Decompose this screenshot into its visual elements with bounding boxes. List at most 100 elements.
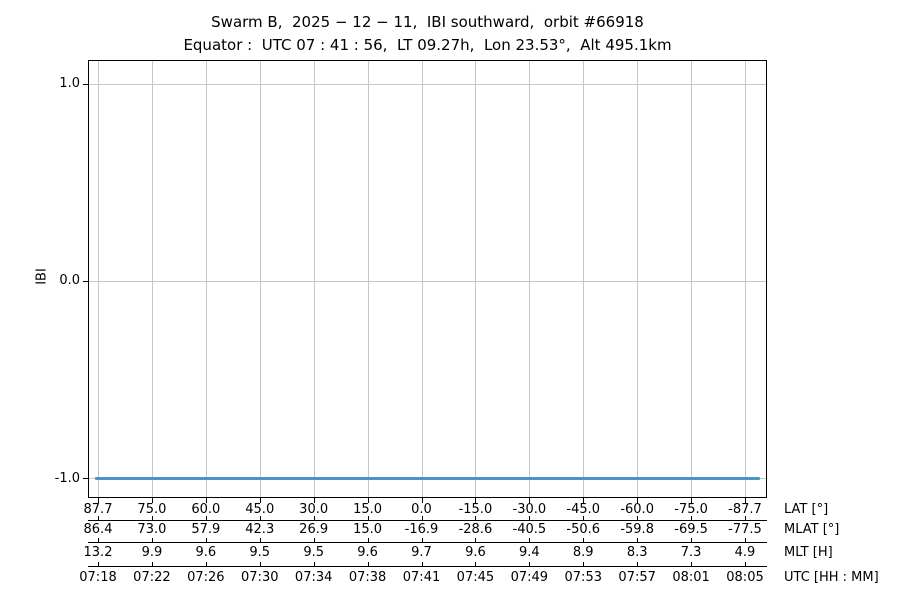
x-tick-label: 8.9	[572, 545, 594, 560]
x-tick-label: -50.6	[566, 521, 601, 537]
x-tick-label: 07:41	[402, 570, 441, 585]
x-tick-label: 07:49	[510, 570, 549, 585]
plot-area	[88, 60, 767, 498]
x-axis-tick-mark	[421, 515, 423, 520]
x-tick-mark	[205, 498, 207, 503]
x-axis-tick-mark	[98, 515, 99, 520]
x-tick-mark	[421, 498, 423, 503]
x-tick-label: 9.5	[249, 545, 271, 560]
x-axis-tick-mark	[583, 561, 585, 566]
x-axis-spine	[88, 565, 767, 567]
x-tick-label: 15.0	[353, 502, 383, 517]
vertical-gridline	[259, 61, 261, 497]
vertical-gridline	[529, 61, 531, 497]
vertical-gridline	[151, 61, 153, 497]
x-tick-label: -15.0	[458, 502, 493, 517]
x-axis-tick-mark	[205, 515, 207, 520]
x-tick-mark	[529, 498, 531, 503]
y-tick-label: -1.0	[54, 470, 80, 486]
x-tick-label: -16.9	[404, 521, 439, 537]
x-axis-tick-mark	[475, 515, 477, 520]
x-axis-tick-mark	[259, 561, 261, 566]
y-tick-mark	[83, 478, 88, 480]
chart-title: Swarm B, 2025 − 12 − 11, IBI southward, …	[211, 13, 644, 31]
x-tick-mark	[151, 498, 153, 503]
x-axis-title: MLT [H]	[784, 545, 833, 560]
vertical-gridline	[367, 61, 369, 497]
x-axis-tick-mark	[637, 561, 639, 566]
x-tick-label: -75.0	[674, 502, 708, 517]
x-tick-label: 60.0	[191, 502, 221, 517]
x-tick-label: 13.2	[83, 545, 113, 560]
x-axis-tick-mark	[205, 561, 207, 566]
vertical-gridline	[98, 61, 99, 497]
vertical-gridline	[637, 61, 639, 497]
x-tick-label: 9.9	[141, 545, 163, 560]
x-tick-label: 07:26	[187, 570, 225, 585]
x-axis-title: MLAT [°]	[784, 521, 840, 537]
x-tick-label: -40.5	[512, 521, 547, 537]
x-tick-label: 08:01	[672, 570, 710, 585]
x-tick-label: -28.6	[458, 521, 493, 537]
x-tick-label: 73.0	[137, 521, 167, 537]
x-tick-label: 9.6	[357, 545, 378, 560]
x-axis-tick-mark	[529, 515, 531, 520]
x-tick-label: 07:57	[618, 570, 656, 585]
x-axis-title: UTC [HH : MM]	[784, 570, 879, 585]
x-axis-tick-mark	[205, 538, 207, 542]
x-axis-tick-mark	[691, 515, 693, 520]
x-tick-label: 26.9	[299, 521, 329, 537]
x-axis-tick-mark	[691, 538, 693, 542]
x-tick-label: 7.3	[680, 545, 702, 560]
x-axis-tick-mark	[151, 515, 153, 520]
x-tick-label: 9.6	[195, 545, 217, 560]
x-tick-label: 08:05	[726, 570, 764, 585]
x-tick-label: -45.0	[566, 502, 601, 517]
vertical-gridline	[475, 61, 477, 497]
x-tick-mark	[367, 498, 369, 503]
x-axis-tick-mark	[259, 515, 261, 520]
horizontal-gridline	[89, 280, 766, 282]
x-tick-label: 30.0	[299, 502, 329, 517]
vertical-gridline	[745, 61, 746, 497]
x-tick-mark	[475, 498, 477, 503]
x-tick-label: 07:34	[294, 570, 333, 585]
x-tick-label: 0.0	[411, 502, 432, 517]
x-tick-label: -77.5	[728, 521, 762, 537]
x-tick-label: 9.7	[411, 545, 432, 560]
x-tick-label: 07:30	[241, 570, 279, 585]
x-tick-label: 07:53	[564, 570, 602, 585]
x-axis-tick-mark	[367, 561, 369, 566]
y-tick-label: 0.0	[59, 273, 80, 289]
x-axis-tick-mark	[259, 538, 261, 542]
x-tick-label: -69.5	[674, 521, 708, 537]
x-tick-label: 9.4	[518, 545, 540, 560]
x-tick-mark	[259, 498, 261, 503]
x-axis-tick-mark	[421, 538, 423, 542]
y-tick-mark	[83, 280, 88, 282]
x-axis-tick-mark	[745, 538, 746, 542]
x-tick-mark	[583, 498, 585, 503]
x-axis-tick-mark	[637, 515, 639, 520]
x-tick-label: -59.8	[620, 521, 654, 537]
x-tick-label: 07:22	[133, 570, 171, 585]
y-tick-label: 1.0	[59, 76, 80, 92]
vertical-gridline	[205, 61, 207, 497]
x-tick-label: 87.7	[83, 502, 113, 517]
vertical-gridline	[421, 61, 423, 497]
x-tick-mark	[313, 498, 315, 503]
y-tick-mark	[83, 83, 88, 85]
x-tick-mark	[691, 498, 693, 503]
x-axis-spine	[88, 519, 767, 521]
series-line-ibi	[95, 476, 760, 480]
vertical-gridline	[691, 61, 693, 497]
x-axis-tick-mark	[313, 538, 315, 542]
x-tick-label: 57.9	[191, 521, 221, 537]
x-axis-tick-mark	[529, 538, 531, 542]
x-axis-spine	[88, 542, 767, 543]
x-tick-label: 07:18	[79, 570, 117, 585]
x-tick-label: 9.5	[303, 545, 324, 560]
x-axis-tick-mark	[583, 538, 585, 542]
vertical-gridline	[583, 61, 585, 497]
